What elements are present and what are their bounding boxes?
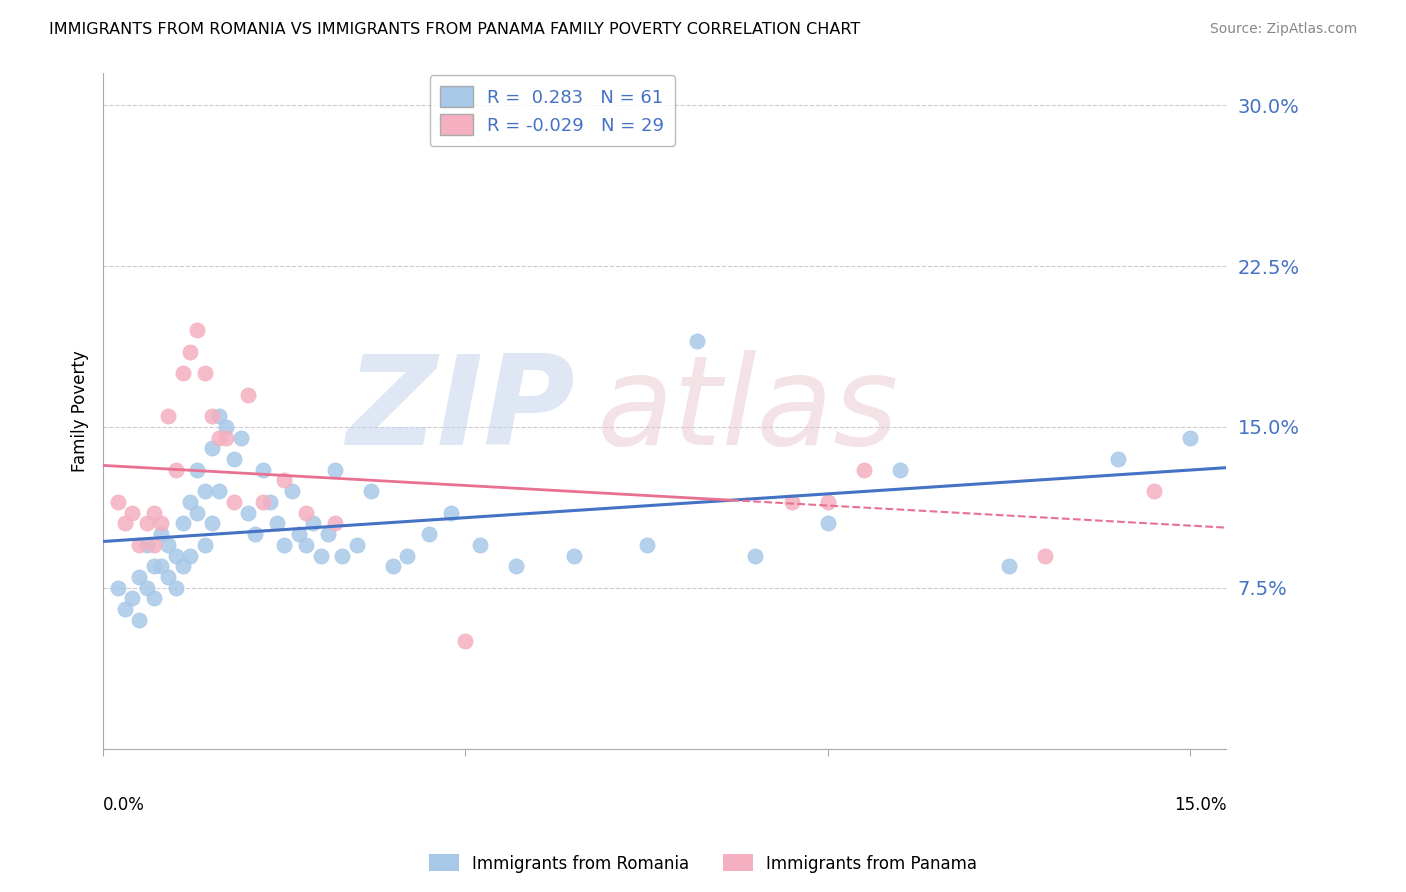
Point	[135, 538, 157, 552]
Point	[215, 431, 238, 445]
Point	[201, 409, 224, 424]
Point	[135, 516, 157, 531]
Point	[1033, 549, 1056, 563]
Point	[179, 549, 201, 563]
Point	[186, 506, 208, 520]
Point	[273, 474, 295, 488]
Point	[157, 409, 180, 424]
Point	[215, 420, 238, 434]
Point	[107, 495, 129, 509]
Point	[1143, 484, 1166, 499]
Point	[114, 602, 136, 616]
Point	[142, 506, 165, 520]
Point	[208, 409, 231, 424]
Point	[1178, 431, 1201, 445]
Point	[295, 506, 318, 520]
Point	[172, 516, 194, 531]
Point	[259, 495, 281, 509]
Point	[562, 549, 585, 563]
Point	[128, 570, 150, 584]
Point	[142, 591, 165, 606]
Point	[323, 463, 346, 477]
Point	[165, 463, 187, 477]
Point	[222, 495, 245, 509]
Point	[150, 559, 173, 574]
Point	[186, 323, 208, 337]
Point	[505, 559, 527, 574]
Text: 0.0%: 0.0%	[103, 796, 145, 814]
Point	[280, 484, 302, 499]
Point	[817, 495, 839, 509]
Point	[817, 516, 839, 531]
Text: Source: ZipAtlas.com: Source: ZipAtlas.com	[1209, 22, 1357, 37]
Point	[157, 538, 180, 552]
Point	[316, 527, 339, 541]
Point	[245, 527, 267, 541]
Point	[636, 538, 658, 552]
Point	[396, 549, 419, 563]
Point	[382, 559, 405, 574]
Point	[107, 581, 129, 595]
Point	[179, 344, 201, 359]
Point	[309, 549, 332, 563]
Point	[998, 559, 1021, 574]
Point	[295, 538, 318, 552]
Point	[288, 527, 311, 541]
Point	[418, 527, 440, 541]
Point	[201, 516, 224, 531]
Point	[121, 591, 143, 606]
Point	[172, 559, 194, 574]
Point	[128, 613, 150, 627]
Text: ZIP: ZIP	[346, 351, 575, 471]
Point	[273, 538, 295, 552]
Text: IMMIGRANTS FROM ROMANIA VS IMMIGRANTS FROM PANAMA FAMILY POVERTY CORRELATION CHA: IMMIGRANTS FROM ROMANIA VS IMMIGRANTS FR…	[49, 22, 860, 37]
Point	[201, 442, 224, 456]
Point	[360, 484, 382, 499]
Legend: Immigrants from Romania, Immigrants from Panama: Immigrants from Romania, Immigrants from…	[422, 847, 984, 880]
Point	[302, 516, 325, 531]
Point	[194, 366, 217, 380]
Point	[208, 484, 231, 499]
Point	[323, 516, 346, 531]
Point	[780, 495, 803, 509]
Text: atlas: atlas	[598, 351, 900, 471]
Point	[128, 538, 150, 552]
Point	[440, 506, 463, 520]
Point	[346, 538, 368, 552]
Legend: R =  0.283   N = 61, R = -0.029   N = 29: R = 0.283 N = 61, R = -0.029 N = 29	[430, 75, 675, 146]
Point	[229, 431, 252, 445]
Point	[165, 549, 187, 563]
Point	[252, 463, 274, 477]
Point	[236, 387, 259, 401]
Point	[330, 549, 353, 563]
Point	[172, 366, 194, 380]
Point	[468, 538, 491, 552]
Point	[121, 506, 143, 520]
Point	[853, 463, 876, 477]
Point	[150, 527, 173, 541]
Point	[686, 334, 709, 348]
Point	[179, 495, 201, 509]
Point	[165, 581, 187, 595]
Y-axis label: Family Poverty: Family Poverty	[72, 350, 89, 472]
Point	[186, 463, 208, 477]
Point	[889, 463, 911, 477]
Point	[142, 559, 165, 574]
Point	[1107, 452, 1129, 467]
Point	[135, 581, 157, 595]
Point	[194, 538, 217, 552]
Point	[266, 516, 288, 531]
Point	[454, 634, 477, 648]
Point	[252, 495, 274, 509]
Point	[236, 506, 259, 520]
Point	[194, 484, 217, 499]
Point	[150, 516, 173, 531]
Point	[157, 570, 180, 584]
Point	[142, 538, 165, 552]
Point	[114, 516, 136, 531]
Point	[208, 431, 231, 445]
Text: 15.0%: 15.0%	[1174, 796, 1226, 814]
Point	[222, 452, 245, 467]
Point	[744, 549, 766, 563]
